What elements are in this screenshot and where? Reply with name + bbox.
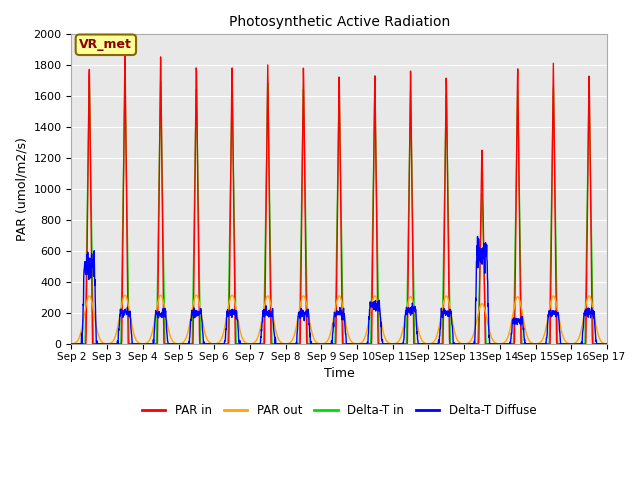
Legend: PAR in, PAR out, Delta-T in, Delta-T Diffuse: PAR in, PAR out, Delta-T in, Delta-T Dif…	[137, 399, 541, 422]
Title: Photosynthetic Active Radiation: Photosynthetic Active Radiation	[228, 15, 450, 29]
X-axis label: Time: Time	[324, 367, 355, 380]
Text: VR_met: VR_met	[79, 38, 132, 51]
Y-axis label: PAR (umol/m2/s): PAR (umol/m2/s)	[15, 137, 28, 241]
